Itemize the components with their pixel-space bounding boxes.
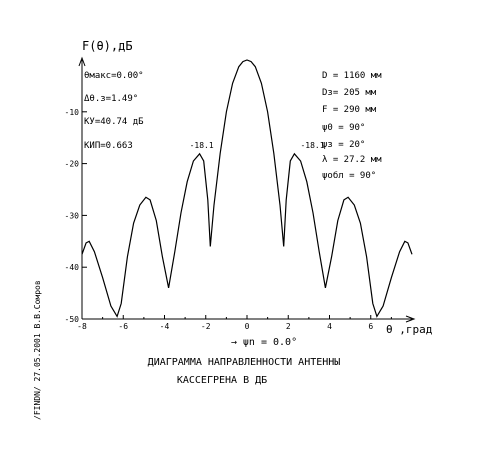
- param-right-0: D = 1160 мм: [322, 71, 382, 81]
- x-tick-label: 0: [245, 322, 250, 331]
- cut-plane-label: → ψn = 0.0°: [231, 337, 297, 348]
- param-right-3: ψ0 = 90°: [322, 123, 365, 133]
- x-axis-arrow: [405, 315, 416, 323]
- y-axis-label: F(θ),дБ: [82, 39, 133, 53]
- x-tick-label: 4: [327, 322, 332, 331]
- ticks: -10-20-30-40-50-8 -6 -4 -2 0 2 4 6: [65, 108, 392, 331]
- param-right-1: Dз= 205 мм: [322, 88, 377, 98]
- param-right-2: F = 290 мм: [322, 105, 377, 115]
- x-tick-label: -6: [118, 322, 128, 331]
- x-tick-label: 2: [286, 322, 291, 331]
- side-note: /FINDN/ 27.05.2001 В.В.Сомров: [33, 280, 42, 420]
- param-left-2: КУ=40.74 дБ: [84, 117, 144, 127]
- param-right-5: λ = 27.2 мм: [322, 155, 382, 165]
- pattern-curve: [81, 59, 413, 318]
- param-left-1: Δθ.з=1.49°: [84, 94, 138, 104]
- y-tick-label: -20: [65, 160, 80, 169]
- peak-annotation: -18.1: [190, 141, 214, 150]
- caption-line-2: КАССЕГРЕНА В ДБ: [177, 375, 267, 386]
- y-tick-label: -30: [65, 211, 80, 220]
- x-tick-label: 6: [368, 322, 373, 331]
- y-tick-label: -10: [65, 108, 80, 117]
- param-left-3: КИП=0.663: [84, 141, 133, 151]
- param-right-6: ψобл = 90°: [322, 170, 376, 181]
- x-tick-label: -2: [201, 322, 211, 331]
- x-tick-label: -4: [160, 322, 170, 331]
- caption-line-1: ДИАГРАММА НАПРАВЛЕННОСТИ АНТЕННЫ: [148, 357, 341, 368]
- x-tick-label: -8: [77, 322, 87, 331]
- x-axis-label: θ ,град: [386, 323, 433, 336]
- y-tick-label: -40: [65, 263, 80, 272]
- param-left-0: θмакс=0.00°: [84, 71, 144, 81]
- peak-annotation: -18.1: [300, 141, 324, 150]
- pattern-curve-group: -18.1 -18.1: [81, 59, 413, 318]
- param-right-4: ψз = 20°: [322, 140, 365, 150]
- y-axis-arrow: [78, 56, 86, 67]
- y-tick-label: -50: [65, 315, 80, 324]
